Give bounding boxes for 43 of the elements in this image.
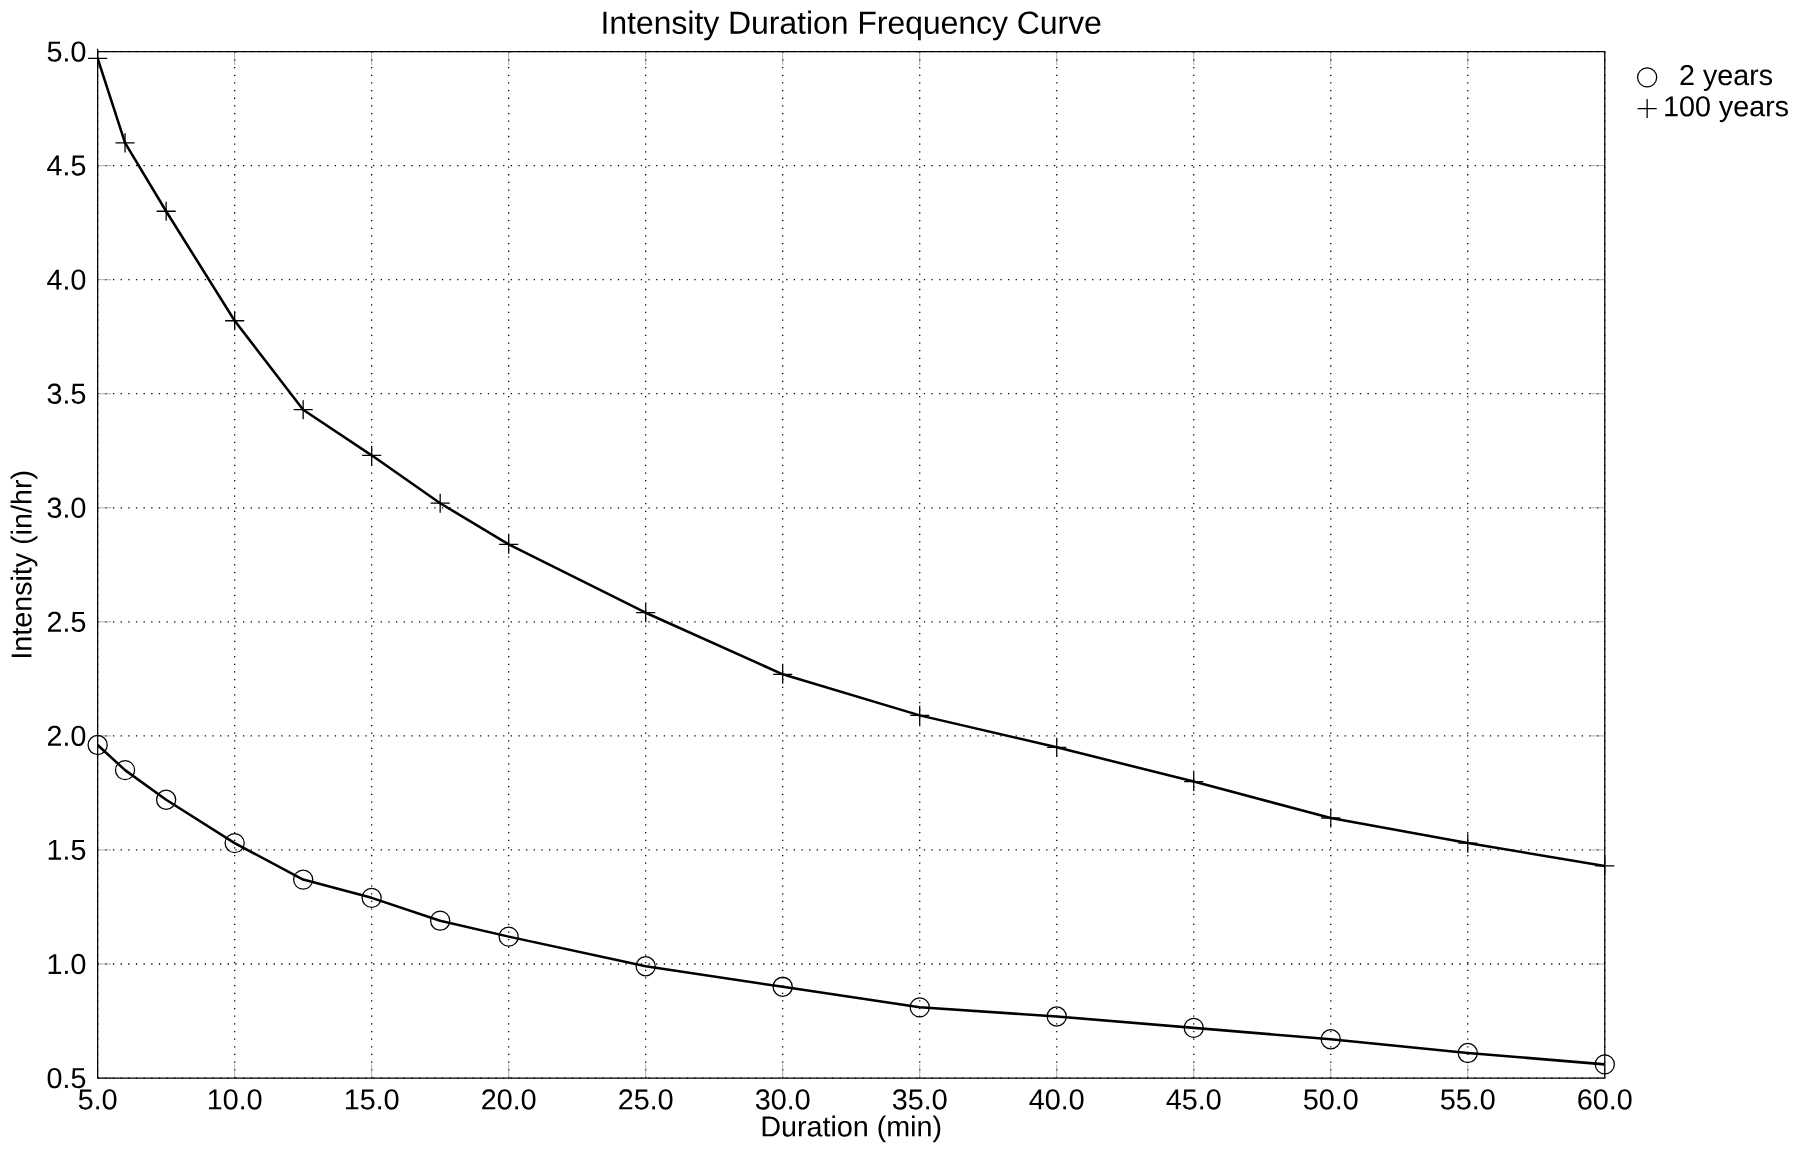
x-tick-label: 5.0 <box>78 1089 117 1110</box>
x-tick-label: 60.0 <box>1578 1089 1632 1110</box>
point <box>498 926 519 947</box>
point <box>114 759 136 781</box>
point <box>635 956 656 977</box>
y-tick-label: 0.5 <box>47 1067 86 1089</box>
point <box>292 869 314 890</box>
point <box>361 887 382 909</box>
x-tick-label: 35.0 <box>892 1089 947 1110</box>
y-axis-title: Intensity (in/hr) <box>10 471 38 658</box>
y-tick-label: 3.5 <box>47 383 86 404</box>
point <box>1457 1042 1478 1064</box>
x-tick-label: 55.0 <box>1441 1089 1495 1110</box>
x-tick-label: 20.0 <box>482 1089 536 1110</box>
x-tick-label: 30.0 <box>755 1089 810 1110</box>
y-tick-label: 4.5 <box>47 155 86 176</box>
point <box>87 734 108 756</box>
y-tick-label: 1.5 <box>48 839 86 861</box>
point <box>909 997 930 1018</box>
x-axis-title: Duration (min) <box>762 1115 941 1143</box>
legend-label: 100 years <box>1665 96 1788 123</box>
point <box>1183 1017 1204 1039</box>
legend-label: 2 years <box>1680 64 1773 91</box>
y-tick-label: 4.0 <box>47 269 86 290</box>
y-tick-label: 5.0 <box>47 41 86 62</box>
y-tick-label: 2.0 <box>47 725 86 747</box>
point <box>772 976 793 998</box>
point <box>224 832 245 854</box>
point <box>1594 1054 1615 1075</box>
y-tick-label: 1.0 <box>48 953 86 975</box>
x-tick-label: 50.0 <box>1303 1089 1358 1110</box>
x-tick-label: 25.0 <box>619 1089 673 1110</box>
x-tick-label: 45.0 <box>1166 1089 1221 1110</box>
point <box>1320 1029 1341 1050</box>
chart-title: Intensity Duration Frequency Curve <box>603 10 1101 41</box>
point <box>1046 1006 1067 1027</box>
x-tick-label: 40.0 <box>1029 1089 1084 1110</box>
x-tick-label: 15.0 <box>345 1089 399 1110</box>
y-tick-label: 3.0 <box>47 497 86 518</box>
point <box>155 789 177 810</box>
x-tick-label: 10.0 <box>208 1089 262 1110</box>
point <box>429 910 451 931</box>
y-tick-label: 2.5 <box>47 611 86 633</box>
